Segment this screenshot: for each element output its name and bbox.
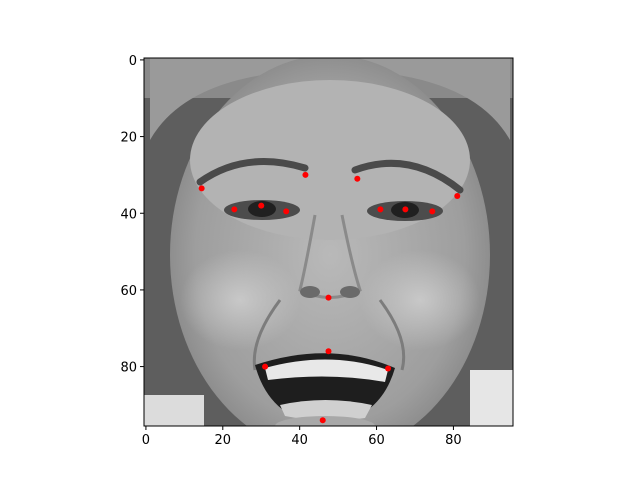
keypoint-marker-13 (262, 363, 269, 370)
keypoint-markers (198, 171, 461, 424)
keypoint-marker-9 (429, 208, 436, 215)
y-tick-label: 80 (120, 361, 137, 376)
keypoint-marker-12 (325, 348, 332, 355)
keypoint-marker-10 (454, 193, 461, 199)
keypoint-marker-14 (385, 365, 392, 372)
keypoint-marker-4 (283, 208, 290, 215)
x-tick-label: 60 (368, 433, 385, 448)
keypoint-marker-2 (231, 206, 238, 213)
y-tick-label: 60 (120, 284, 137, 299)
keypoint-marker-5 (302, 171, 309, 178)
keypoint-marker-6 (354, 175, 361, 182)
keypoint-marker-1 (198, 185, 205, 192)
keypoint-marker-11 (325, 294, 332, 301)
y-tick-label: 20 (120, 131, 137, 146)
keypoint-marker-3 (258, 202, 265, 209)
x-tick-label: 0 (142, 433, 150, 448)
x-tick-label: 80 (445, 433, 462, 448)
axes-frame (143, 57, 514, 427)
y-axis: 0 20 40 60 80 (120, 54, 144, 376)
x-axis: 0 20 40 60 80 (142, 426, 462, 448)
face-image (144, 58, 513, 426)
y-tick-label: 0 (129, 54, 137, 69)
keypoint-marker-8 (402, 206, 409, 213)
x-tick-label: 20 (215, 433, 232, 448)
keypoint-marker-15 (319, 417, 326, 424)
x-tick-label: 40 (291, 433, 308, 448)
keypoint-marker-7 (377, 206, 384, 213)
y-tick-label: 40 (120, 207, 137, 222)
